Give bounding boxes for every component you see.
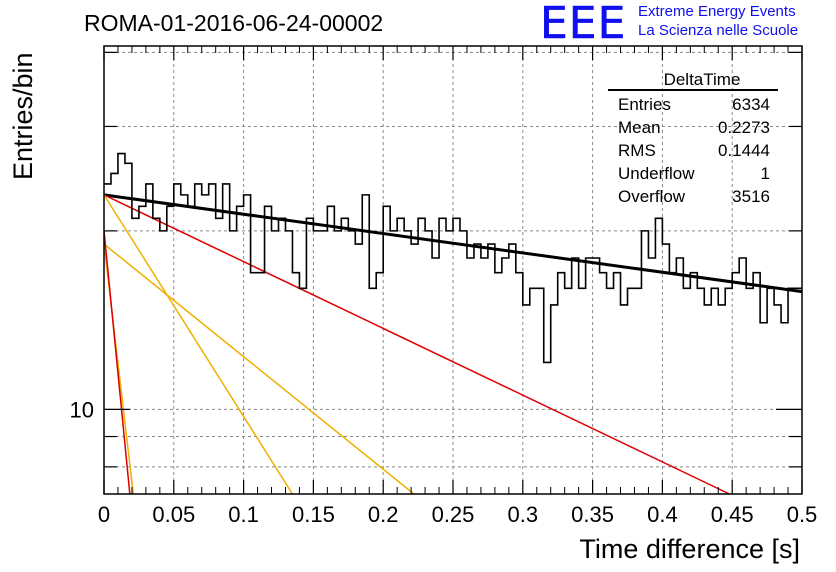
fit-line xyxy=(103,230,131,495)
stats-value: 0.1444 xyxy=(718,141,770,160)
stats-value: 3516 xyxy=(732,187,770,206)
stats-row-underflow: Underflow 1 xyxy=(608,162,778,185)
stats-label: Underflow xyxy=(618,164,695,183)
stats-value: 6334 xyxy=(732,95,770,114)
stats-label: RMS xyxy=(618,141,656,160)
fit-line xyxy=(103,243,415,495)
stats-value: 0.2273 xyxy=(718,118,770,137)
y-tick-label: 10 xyxy=(70,397,94,422)
fit-line xyxy=(103,194,294,495)
x-tick-label: 0.25 xyxy=(432,502,475,527)
stats-label: Entries xyxy=(618,95,671,114)
x-tick-label: 0.5 xyxy=(787,502,818,527)
stats-row-entries: Entries 6334 xyxy=(608,93,778,116)
histogram-steps xyxy=(104,152,802,364)
logo-line-1: Extreme Energy Events xyxy=(638,3,796,20)
x-tick-label: 0.1 xyxy=(228,502,259,527)
stats-title: DeltaTime xyxy=(608,70,778,91)
fit-line xyxy=(103,193,803,294)
eee-logo-text: Extreme Energy Events La Scienza nelle S… xyxy=(638,2,798,40)
x-axis-label: Time difference [s] xyxy=(579,534,800,564)
chart-title: ROMA-01-2016-06-24-00002 xyxy=(84,10,384,36)
x-tick-label: 0 xyxy=(98,502,110,527)
x-tick-label: 0.35 xyxy=(571,502,614,527)
stats-label: Mean xyxy=(618,118,661,137)
x-tick-label: 0.2 xyxy=(368,502,399,527)
stats-row-overflow: Overflow 3516 xyxy=(608,185,778,208)
stats-row-rms: RMS 0.1444 xyxy=(608,139,778,162)
axes: 0 0.05 0.1 0.15 0.2 0.25 0.3 0.35 0.4 0.45 0.5 10 xyxy=(70,46,818,527)
fit-lines xyxy=(103,193,803,495)
x-tick-label: 0.45 xyxy=(711,502,754,527)
stats-label: Overflow xyxy=(618,187,686,206)
stats-value: 1 xyxy=(760,164,770,183)
x-tick-label: 0.05 xyxy=(152,502,195,527)
eee-logo: EEE xyxy=(540,0,627,49)
stats-row-mean: Mean 0.2273 xyxy=(608,116,778,139)
fit-line xyxy=(103,194,730,495)
logo-line-2: La Scienza nelle Scuole xyxy=(638,22,799,39)
histogram-line xyxy=(104,152,802,364)
y-axis-label: Entries/bin xyxy=(8,52,38,180)
x-tick-label: 0.15 xyxy=(292,502,335,527)
x-tick-label: 0.3 xyxy=(508,502,539,527)
x-tick-label: 0.4 xyxy=(647,502,678,527)
stats-box: DeltaTime Entries 6334 Mean 0.2273 RMS 0… xyxy=(608,70,778,208)
